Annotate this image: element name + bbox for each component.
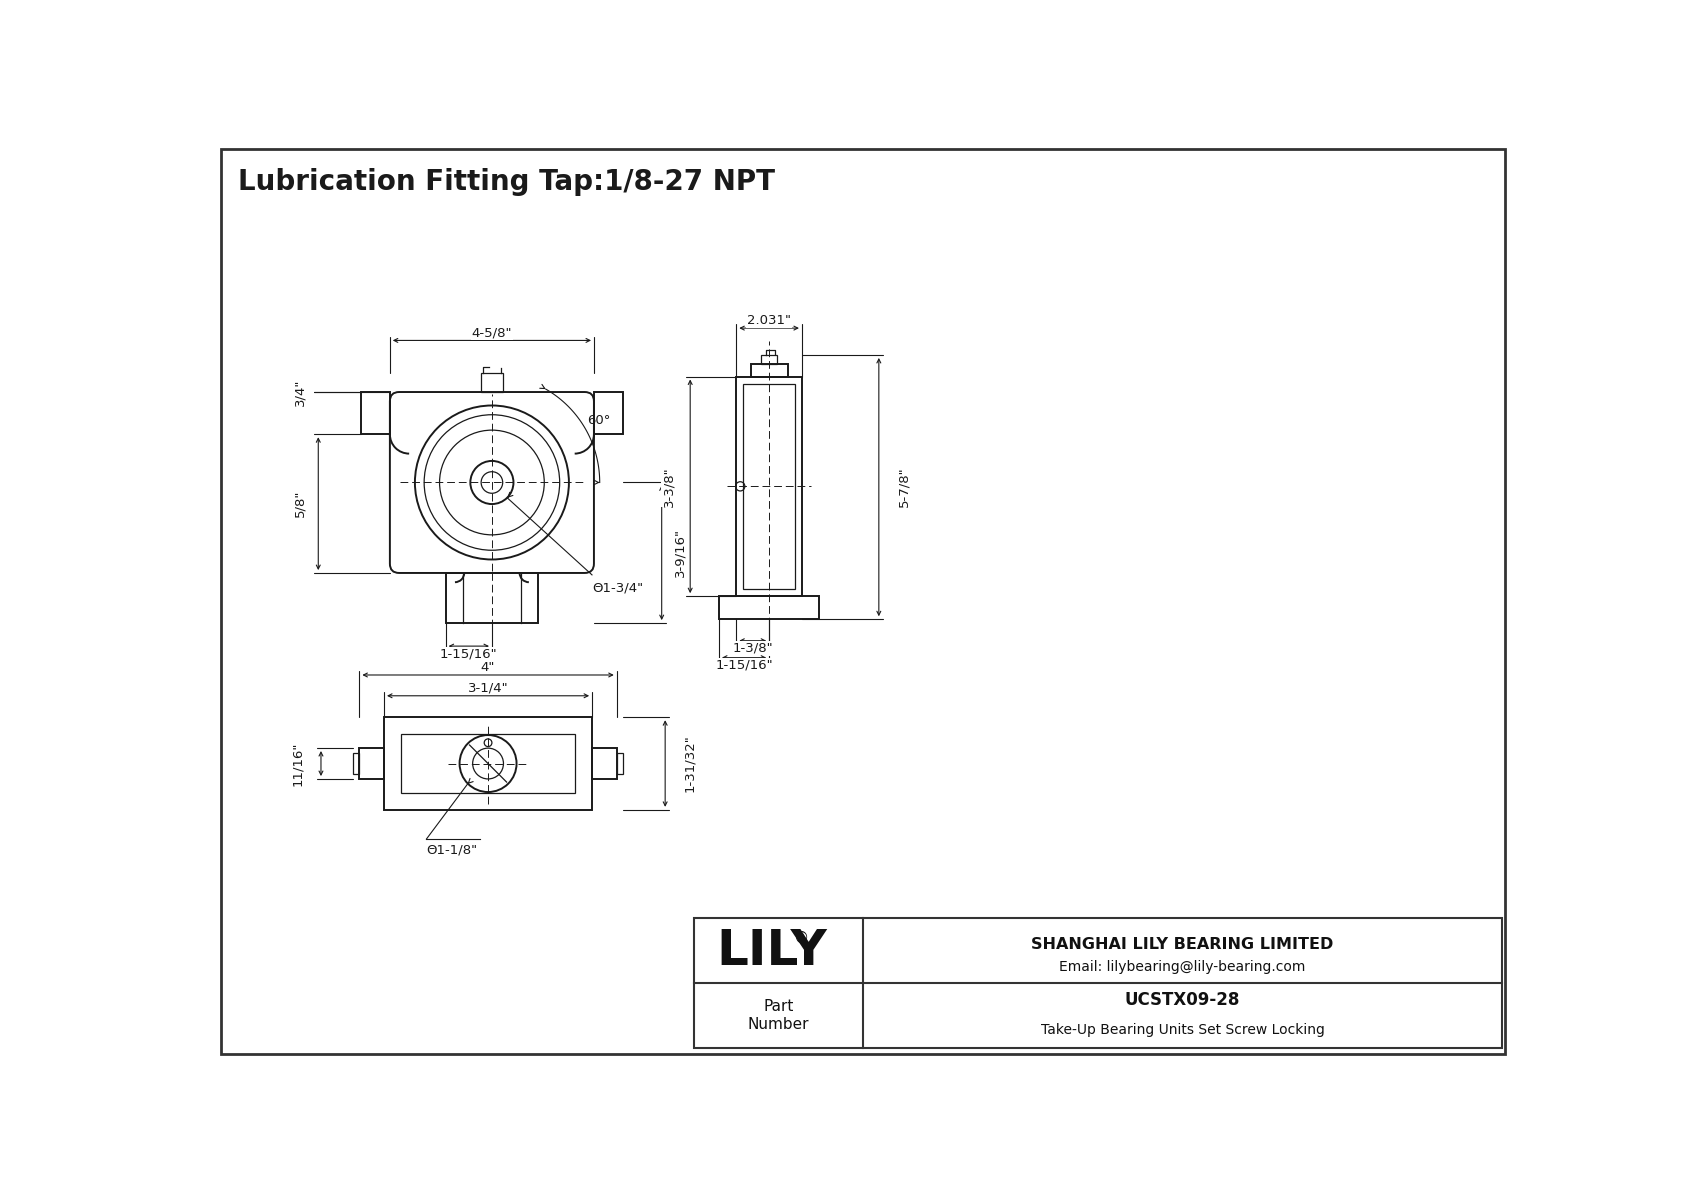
- Bar: [616, 753, 623, 774]
- Text: 2.031": 2.031": [748, 314, 791, 326]
- Bar: [719, 596, 818, 619]
- Text: Part
Number: Part Number: [748, 999, 808, 1031]
- Bar: [354, 753, 359, 774]
- Text: 1-31/32": 1-31/32": [684, 735, 695, 792]
- Bar: [694, 918, 1502, 1048]
- Bar: [360, 392, 391, 435]
- Text: Take-Up Bearing Units Set Screw Locking: Take-Up Bearing Units Set Screw Locking: [1041, 1023, 1325, 1036]
- Text: 1-3/8": 1-3/8": [733, 642, 773, 655]
- Text: 5/8": 5/8": [293, 490, 306, 517]
- Text: Email: lilybearing@lily-bearing.com: Email: lilybearing@lily-bearing.com: [1059, 960, 1305, 974]
- Text: 11/16": 11/16": [291, 741, 305, 786]
- Text: 4-5/8": 4-5/8": [472, 326, 512, 339]
- Text: 5-7/8": 5-7/8": [898, 467, 909, 507]
- Text: LILY: LILY: [717, 927, 827, 974]
- Bar: [736, 376, 802, 596]
- Text: 3/4": 3/4": [293, 379, 306, 406]
- Text: Θ1-1/8": Θ1-1/8": [426, 843, 478, 856]
- Text: 3-9/16": 3-9/16": [674, 529, 687, 578]
- Bar: [446, 573, 539, 623]
- Text: 3-3/8": 3-3/8": [662, 466, 675, 506]
- Text: 60°: 60°: [588, 414, 610, 428]
- Text: 1-15/16": 1-15/16": [716, 659, 773, 672]
- Text: 3-1/4": 3-1/4": [468, 681, 509, 694]
- Bar: [401, 735, 574, 793]
- Bar: [359, 748, 384, 779]
- Text: Θ1-3/4": Θ1-3/4": [593, 581, 643, 594]
- Text: SHANGHAI LILY BEARING LIMITED: SHANGHAI LILY BEARING LIMITED: [1031, 936, 1334, 952]
- Bar: [751, 364, 788, 376]
- Bar: [384, 717, 593, 810]
- Text: ®: ®: [793, 931, 808, 946]
- Bar: [593, 748, 616, 779]
- Text: 4": 4": [482, 661, 495, 674]
- Bar: [761, 355, 776, 364]
- Text: 1-15/16": 1-15/16": [440, 648, 498, 660]
- Bar: [482, 373, 504, 392]
- Text: Lubrication Fitting Tap:1/8-27 NPT: Lubrication Fitting Tap:1/8-27 NPT: [237, 168, 775, 197]
- Bar: [743, 384, 795, 590]
- Bar: [594, 392, 623, 435]
- Text: UCSTX09-28: UCSTX09-28: [1125, 991, 1241, 1009]
